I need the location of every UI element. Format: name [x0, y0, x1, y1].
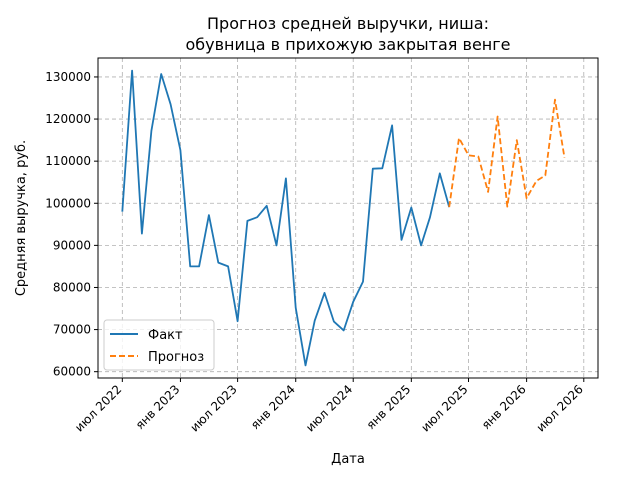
data-point	[516, 139, 518, 141]
data-point	[372, 168, 374, 170]
chart-title-line-1: Прогноз средней выручки, ниша:	[207, 14, 489, 33]
series-layer	[121, 69, 566, 367]
data-point	[266, 205, 268, 207]
y-axis-ticks: 60000 70000 80000 90000 100000 110000 120000 13…	[45, 70, 98, 379]
data-point	[256, 216, 258, 218]
data-point	[343, 330, 345, 332]
y-tick-label: 130000	[45, 70, 91, 84]
data-point	[208, 214, 210, 216]
data-point	[352, 301, 354, 303]
data-point	[420, 245, 422, 247]
data-point	[362, 281, 364, 283]
legend-box	[103, 319, 215, 371]
data-point	[160, 73, 162, 75]
legend-label-fact: Факт	[148, 328, 183, 343]
plot-frame	[97, 57, 599, 379]
data-point	[564, 157, 566, 159]
data-point	[295, 307, 297, 309]
data-point	[151, 130, 153, 132]
data-point	[477, 156, 479, 158]
y-tick-label: 60000	[53, 365, 91, 379]
y-tick-label: 110000	[45, 154, 91, 168]
data-point	[314, 320, 316, 322]
data-point	[227, 266, 229, 268]
y-axis-label: Средняя выручка, руб.	[14, 140, 29, 296]
y-tick-label: 120000	[45, 112, 91, 126]
series-line-fact	[121, 69, 451, 367]
data-point	[237, 320, 239, 322]
data-point	[131, 70, 133, 72]
data-point	[217, 262, 219, 264]
data-point	[401, 239, 403, 241]
data-point	[429, 216, 431, 218]
data-point	[276, 245, 278, 247]
data-point	[487, 191, 489, 193]
data-point	[333, 321, 335, 323]
data-point	[324, 292, 326, 294]
legend-label-forecast: Прогноз	[148, 350, 204, 365]
data-point	[554, 99, 556, 101]
data-point	[247, 220, 249, 222]
data-point	[536, 180, 538, 182]
data-point	[506, 206, 508, 208]
data-point	[526, 197, 528, 199]
y-tick-label: 80000	[53, 280, 91, 294]
data-point	[198, 266, 200, 268]
data-point	[141, 233, 143, 235]
series-line-forecast	[448, 98, 566, 208]
data-point	[448, 206, 450, 208]
y-tick-label: 100000	[45, 196, 91, 210]
x-axis-label: Дата	[331, 452, 365, 467]
data-point	[458, 137, 460, 139]
data-point	[381, 167, 383, 169]
chart-title-line-2: обувница в прихожую закрытая венге	[185, 35, 510, 54]
data-point	[170, 103, 172, 105]
data-point	[439, 173, 441, 175]
data-point	[180, 149, 182, 151]
legend: Факт Прогноз	[103, 319, 215, 371]
data-point	[305, 365, 307, 367]
y-tick-label: 70000	[53, 323, 91, 337]
data-point	[121, 211, 123, 213]
data-point	[544, 175, 546, 177]
data-point	[410, 207, 412, 209]
data-point	[497, 116, 499, 118]
data-point	[468, 154, 470, 156]
data-point	[189, 266, 191, 268]
y-tick-label: 90000	[53, 238, 91, 252]
data-point	[391, 125, 393, 127]
data-point	[285, 178, 287, 180]
